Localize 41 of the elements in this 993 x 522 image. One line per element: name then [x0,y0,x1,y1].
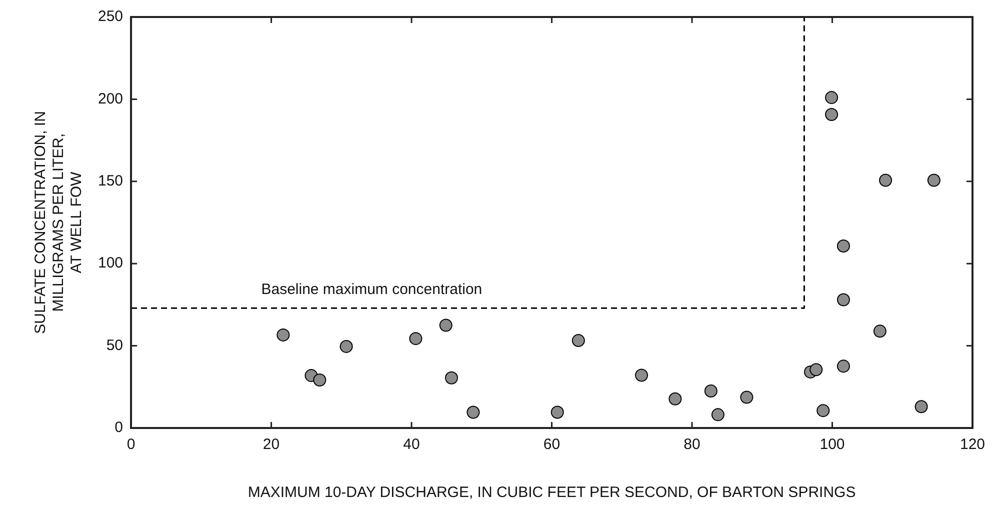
point [340,340,353,353]
x-tick-label: 120 [960,436,985,454]
point [825,108,838,121]
point [711,408,724,422]
x-tick-label: 100 [820,436,845,454]
point [466,406,480,419]
x-tick-label: 60 [543,436,560,454]
y-tick-label: 200 [98,90,124,108]
point [668,392,682,406]
x-tick-label: 20 [262,436,280,454]
y-tick-label: 100 [98,254,124,272]
point [439,318,452,332]
y-tick-label: 150 [98,172,124,190]
point [635,368,648,382]
point [836,360,850,373]
point [927,174,940,187]
point [879,174,892,187]
point [409,332,422,346]
y-axis-title: SULFATE CONCENTRATION, IN MILLIGRAMS PER LITER, AT WELL FOW [32,111,86,334]
point [810,363,823,376]
y-tick-label: 50 [106,336,124,354]
point [836,240,850,253]
point [816,404,830,418]
point [313,373,326,386]
x-tick-label: 40 [403,436,420,454]
point [914,400,928,414]
point [825,91,838,104]
point [704,384,718,398]
point [444,371,458,384]
point [836,293,850,306]
y-tick-label: 250 [98,8,124,26]
point [740,390,754,404]
point [572,334,585,348]
y-tick-label: 0 [114,419,124,436]
point [276,328,290,342]
point [550,406,564,419]
x-tick-label: 80 [684,436,700,454]
x-axis-title: MAXIMUM 10-DAY DISCHARGE, IN CUBIC FEET PER SECOND, OF BARTON SPRINGS [248,484,856,502]
annotation: Baseline maximum concentration [261,281,482,298]
x-tick-label: 0 [126,436,136,454]
point [873,324,886,338]
